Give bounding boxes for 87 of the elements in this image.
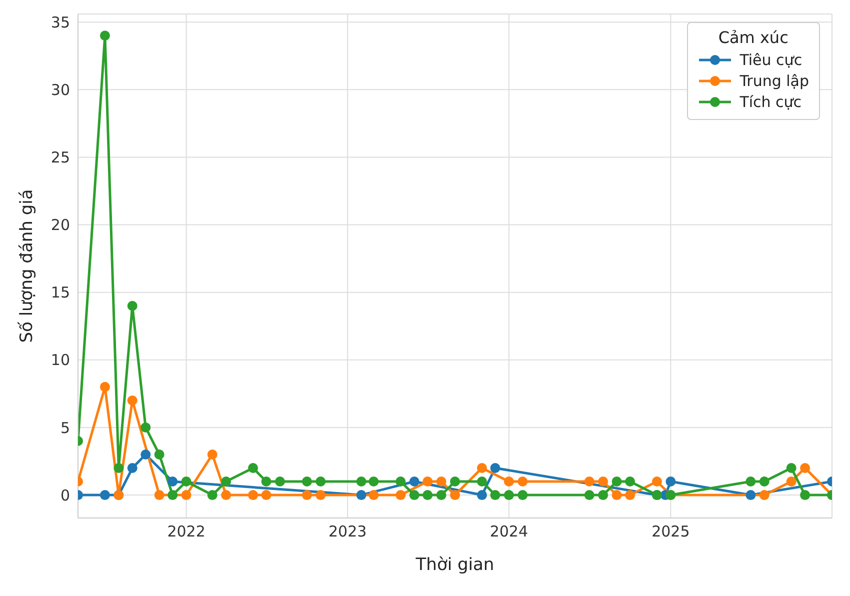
point bbox=[422, 476, 433, 487]
point bbox=[518, 476, 528, 487]
x-axis-title: Thời gian bbox=[414, 555, 494, 575]
point bbox=[396, 490, 406, 500]
point bbox=[100, 382, 110, 392]
point bbox=[248, 490, 258, 500]
y-tick-label: 20 bbox=[50, 216, 70, 234]
point bbox=[368, 490, 379, 500]
point bbox=[518, 490, 528, 500]
y-tick-label: 25 bbox=[50, 148, 70, 167]
point bbox=[612, 476, 622, 487]
point bbox=[127, 300, 138, 311]
point bbox=[786, 476, 796, 487]
point bbox=[504, 490, 514, 500]
point bbox=[436, 476, 446, 487]
point bbox=[181, 476, 192, 487]
point bbox=[504, 476, 514, 487]
point bbox=[181, 490, 192, 500]
x-tick-label: 2023 bbox=[328, 522, 367, 541]
point bbox=[168, 490, 178, 500]
point bbox=[476, 463, 487, 474]
point bbox=[598, 490, 608, 500]
point bbox=[759, 490, 770, 500]
point bbox=[356, 476, 366, 487]
point bbox=[302, 490, 312, 500]
y-axis-title: Số lượng đánh giá bbox=[17, 189, 38, 343]
point bbox=[746, 476, 756, 487]
point bbox=[140, 422, 151, 432]
y-tick-label: 30 bbox=[50, 80, 70, 99]
point bbox=[100, 490, 110, 500]
point bbox=[490, 463, 500, 474]
point bbox=[436, 490, 446, 500]
legend-title: Cảm xúc bbox=[717, 28, 790, 47]
point bbox=[800, 463, 810, 474]
point bbox=[409, 490, 420, 500]
point bbox=[786, 463, 796, 474]
y-tick-label: 0 bbox=[60, 486, 70, 504]
point bbox=[221, 490, 232, 500]
point bbox=[140, 449, 151, 460]
legend-label: Trung lập bbox=[740, 72, 809, 90]
point bbox=[316, 476, 326, 487]
point bbox=[114, 463, 124, 474]
point bbox=[800, 490, 810, 500]
point bbox=[207, 449, 218, 460]
point bbox=[476, 476, 487, 487]
x-tick-label: 2025 bbox=[652, 522, 690, 541]
point bbox=[356, 490, 366, 500]
point bbox=[154, 449, 164, 460]
point bbox=[612, 490, 622, 500]
point bbox=[248, 463, 258, 474]
legend-label: Tiêu cực bbox=[740, 51, 802, 69]
point bbox=[221, 476, 232, 487]
point bbox=[168, 476, 178, 487]
point bbox=[490, 490, 500, 500]
x-tick-label: 2024 bbox=[490, 522, 528, 541]
point bbox=[100, 30, 110, 41]
y-tick-label: 10 bbox=[50, 351, 70, 370]
y-tick-label: 5 bbox=[60, 418, 70, 437]
point bbox=[422, 490, 433, 500]
point bbox=[759, 476, 770, 487]
point bbox=[261, 476, 272, 487]
legend-label: Tích cực bbox=[740, 93, 802, 111]
point bbox=[127, 395, 138, 406]
point bbox=[584, 476, 594, 487]
point bbox=[409, 476, 420, 487]
point bbox=[598, 476, 608, 487]
point bbox=[625, 490, 636, 500]
y-tick-label: 15 bbox=[50, 284, 70, 302]
point bbox=[207, 490, 218, 500]
point bbox=[316, 490, 326, 500]
point bbox=[746, 490, 756, 500]
point bbox=[274, 476, 285, 487]
point bbox=[302, 476, 312, 487]
y-tick-label: 35 bbox=[50, 13, 70, 32]
point bbox=[450, 490, 460, 500]
point bbox=[476, 490, 487, 500]
point bbox=[396, 476, 406, 487]
point bbox=[666, 476, 676, 487]
point bbox=[127, 463, 138, 474]
point bbox=[154, 490, 164, 500]
x-tick-label: 2022 bbox=[167, 522, 206, 541]
point bbox=[625, 476, 636, 487]
point bbox=[261, 490, 272, 500]
point bbox=[652, 476, 662, 487]
point bbox=[584, 490, 594, 500]
point bbox=[450, 476, 460, 487]
point bbox=[368, 476, 379, 487]
